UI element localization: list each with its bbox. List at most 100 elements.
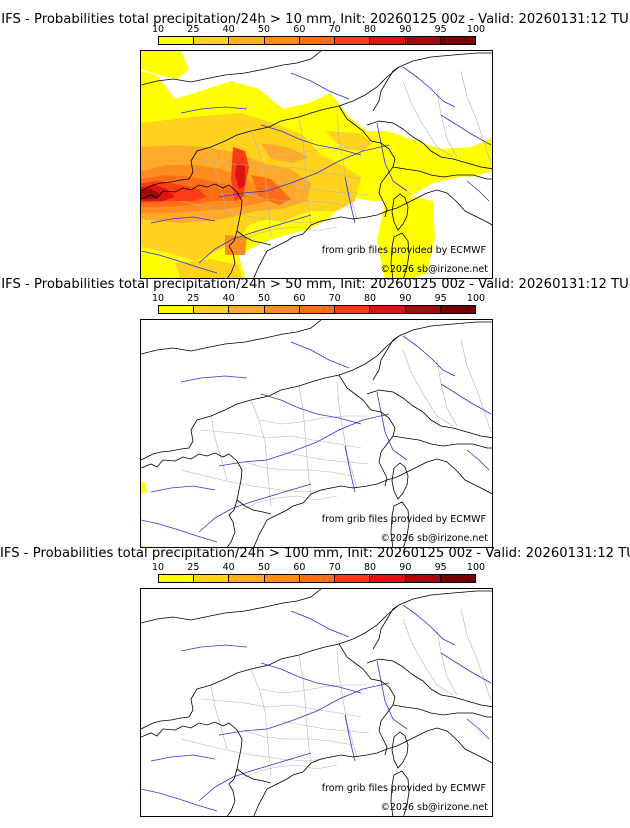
- colorbar-tick-label: 50: [257, 293, 271, 304]
- probability-map: from grib files provided by ECMWF ©2026 s…: [140, 588, 493, 817]
- region-boundary: [436, 628, 458, 696]
- coastline: [253, 730, 428, 816]
- river-line: [440, 114, 492, 146]
- region-boundary: [280, 451, 370, 465]
- coastline: [141, 183, 243, 278]
- river-line: [150, 754, 216, 762]
- country-border: [392, 704, 492, 718]
- colorbar-swatch: [439, 37, 475, 44]
- country-border: [338, 643, 396, 706]
- colorbar-tick-label: 100: [466, 293, 486, 304]
- region-boundary: [244, 730, 354, 746]
- region-boundary: [460, 70, 492, 164]
- colorbar: [158, 574, 476, 583]
- coastline: [426, 189, 492, 226]
- colorbar-swatch: [369, 37, 405, 44]
- coastline: [141, 320, 322, 355]
- colorbar-tick-label: 80: [363, 293, 377, 304]
- coastline: [426, 458, 492, 495]
- colorbar-swatch: [298, 37, 335, 44]
- region-boundary: [460, 608, 492, 702]
- colorbar-tick-label: 60: [293, 293, 306, 304]
- river-line: [218, 144, 390, 198]
- region-boundary: [180, 738, 326, 762]
- country-border: [372, 66, 400, 112]
- region-boundary: [250, 130, 272, 238]
- river-line: [180, 644, 248, 652]
- river-line: [290, 72, 350, 100]
- coastline: [141, 105, 340, 192]
- colorbar-tick-label: 100: [466, 562, 486, 573]
- colorbar-swatch: [334, 37, 370, 44]
- copyright-credit: ©2026 sb@irizone.net: [380, 802, 488, 813]
- colorbar-ticks: 10 25 40 50 60 70 80 90 95 100: [0, 294, 630, 304]
- colorbar-ticks: 10 25 40 50 60 70 80 90 95 100: [0, 563, 630, 573]
- region-boundary: [336, 650, 358, 758]
- coastline: [141, 721, 243, 816]
- source-credit: from grib files provided by ECMWF: [321, 245, 486, 256]
- river-line: [440, 652, 492, 684]
- country-border: [392, 166, 492, 180]
- colorbar-tick-label: 10: [151, 562, 165, 573]
- coastline: [338, 321, 492, 376]
- colorbar-swatch: [369, 306, 405, 313]
- river-line: [402, 604, 456, 646]
- region-boundary: [210, 146, 228, 212]
- colorbar-swatch: [334, 306, 370, 313]
- region-boundary: [200, 160, 362, 180]
- river-line: [218, 682, 390, 736]
- river-line: [344, 714, 356, 762]
- colorbar-tick-label: 95: [434, 293, 447, 304]
- colorbar-swatch: [404, 306, 440, 313]
- region-boundary: [336, 381, 358, 489]
- colorbar-tick-label: 40: [222, 562, 235, 573]
- colorbar-tick-label: 25: [187, 562, 200, 573]
- country-border: [338, 105, 396, 168]
- colorbar-swatch: [404, 37, 440, 44]
- copyright-credit: ©2026 sb@irizone.net: [380, 533, 488, 544]
- region-boundary: [240, 495, 338, 511]
- map-canvas: [141, 320, 492, 547]
- coastline: [253, 192, 428, 278]
- river-line: [290, 610, 350, 638]
- probability-area: [235, 163, 245, 189]
- colorbar-swatch: [228, 575, 264, 582]
- river-line: [376, 391, 408, 461]
- colorbar-tick-label: 10: [151, 24, 165, 35]
- colorbar-tick-label: 70: [328, 293, 341, 304]
- probability-area: [441, 151, 492, 177]
- colorbar-swatch: [263, 306, 299, 313]
- map-canvas: [141, 589, 492, 816]
- country-border: [236, 230, 272, 246]
- country-border: [366, 120, 492, 170]
- region-boundary: [280, 182, 370, 196]
- colorbar-swatch: [228, 306, 264, 313]
- country-border: [372, 335, 400, 381]
- region-boundary: [436, 359, 458, 427]
- island-outline: [391, 731, 409, 769]
- coastline: [338, 52, 492, 107]
- colorbar-tick-label: 25: [187, 293, 200, 304]
- region-boundary: [200, 429, 362, 449]
- river-line: [141, 788, 218, 812]
- region-boundary: [260, 415, 367, 425]
- colorbar-tick-label: 60: [293, 24, 306, 35]
- colorbar-swatch: [263, 575, 299, 582]
- region-boundary: [240, 226, 338, 242]
- coastline: [141, 51, 322, 86]
- river-line: [402, 66, 456, 108]
- region-boundary: [402, 349, 454, 427]
- colorbar-swatch: [193, 575, 229, 582]
- region-boundary: [298, 654, 312, 764]
- region-boundary: [280, 720, 370, 734]
- coastline: [253, 461, 428, 547]
- colorbar: [158, 36, 476, 45]
- colorbar-swatch: [369, 575, 405, 582]
- panel-title: IFS - Probabilities total precipitation/…: [1, 277, 629, 292]
- colorbar-ticks: 10 25 40 50 60 70 80 90 95 100: [0, 25, 630, 35]
- colorbar-swatch: [159, 306, 194, 313]
- colorbar-swatch: [298, 575, 335, 582]
- river-line: [141, 250, 218, 274]
- river-line: [466, 180, 490, 202]
- island-outline: [390, 770, 410, 816]
